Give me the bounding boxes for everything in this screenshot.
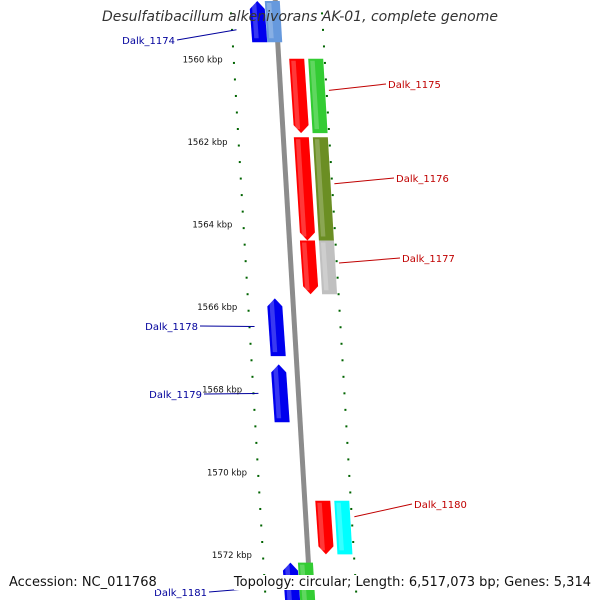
- gene-dalk-1176: [293, 137, 315, 241]
- gene-dalk-1174: [249, 0, 268, 43]
- scale-label: 1564 kbp: [192, 221, 232, 231]
- cog-box: [318, 240, 338, 295]
- gene-labels: Dalk_1174 Dalk_1175 Dalk_1176 Dalk_1177 Dalk…: [122, 29, 467, 599]
- gene-dalk-1179: [271, 364, 290, 423]
- gene-label: Dalk_1179: [149, 390, 202, 401]
- gene-label-line: [334, 177, 395, 185]
- accession-text: Accession: NC_011768: [9, 575, 157, 590]
- scale-label: 1566 kbp: [197, 303, 237, 313]
- scale-labels: 1560 kbp 1562 kbp 1564 kbp 1566 kbp 1568 kbp…: [183, 55, 252, 561]
- gene-dalk-1178: [267, 298, 286, 357]
- gene-dalk-1175-highlight: [291, 60, 301, 130]
- gene-label: Dalk_1175: [388, 80, 441, 91]
- scale-label: 1560 kbp: [183, 55, 223, 65]
- gene-label-line: [203, 392, 259, 395]
- gene-dalk-1175: [289, 58, 309, 134]
- backbone-line: [272, 0, 314, 600]
- gene-dalk-1174-highlight: [251, 2, 259, 39]
- cog-box: [334, 500, 353, 555]
- gene-dalk-1180-highlight: [317, 502, 325, 551]
- cog-box-highlight: [266, 2, 274, 39]
- genome-summary-text: Topology: circular; Length: 6,517,073 bp…: [233, 575, 591, 590]
- cog-box-highlight: [320, 242, 329, 291]
- gene-label: Dalk_1177: [402, 254, 455, 265]
- gene-dalk-1179-highlight: [273, 366, 282, 419]
- cog-box-highlight: [336, 502, 344, 551]
- gene-label: Dalk_1174: [122, 36, 175, 47]
- scale-label: 1562 kbp: [188, 138, 228, 148]
- cog-box: [312, 137, 334, 241]
- gene-label-line: [338, 257, 401, 264]
- gene-label-line: [176, 29, 237, 41]
- scale-label: 1572 kbp: [212, 551, 252, 561]
- cog-box: [264, 0, 283, 43]
- scale-label: 1568 kbp: [202, 386, 242, 396]
- gene-features: [249, 0, 334, 600]
- gene-label-line: [354, 503, 413, 518]
- gene-dalk-1177: [299, 240, 319, 295]
- gene-label: Dalk_1178: [145, 322, 198, 333]
- cog-features: [264, 0, 353, 600]
- gene-dalk-1176-highlight: [295, 139, 307, 237]
- gene-label: Dalk_1181: [154, 588, 207, 599]
- map-title: Desulfatibacillum alkenivorans AK-01, co…: [101, 9, 499, 25]
- genome-backbone: [272, 0, 314, 600]
- gene-label-line: [328, 83, 387, 91]
- gene-dalk-1180: [315, 500, 334, 555]
- gene-label: Dalk_1176: [396, 174, 449, 185]
- scale-label: 1570 kbp: [207, 468, 247, 478]
- gene-dalk-1178-highlight: [269, 300, 278, 353]
- cog-box: [308, 58, 328, 134]
- cog-box-highlight: [310, 60, 320, 130]
- cog-box-highlight: [314, 139, 326, 237]
- gene-label: Dalk_1180: [414, 500, 467, 511]
- gene-dalk-1177-highlight: [301, 242, 310, 291]
